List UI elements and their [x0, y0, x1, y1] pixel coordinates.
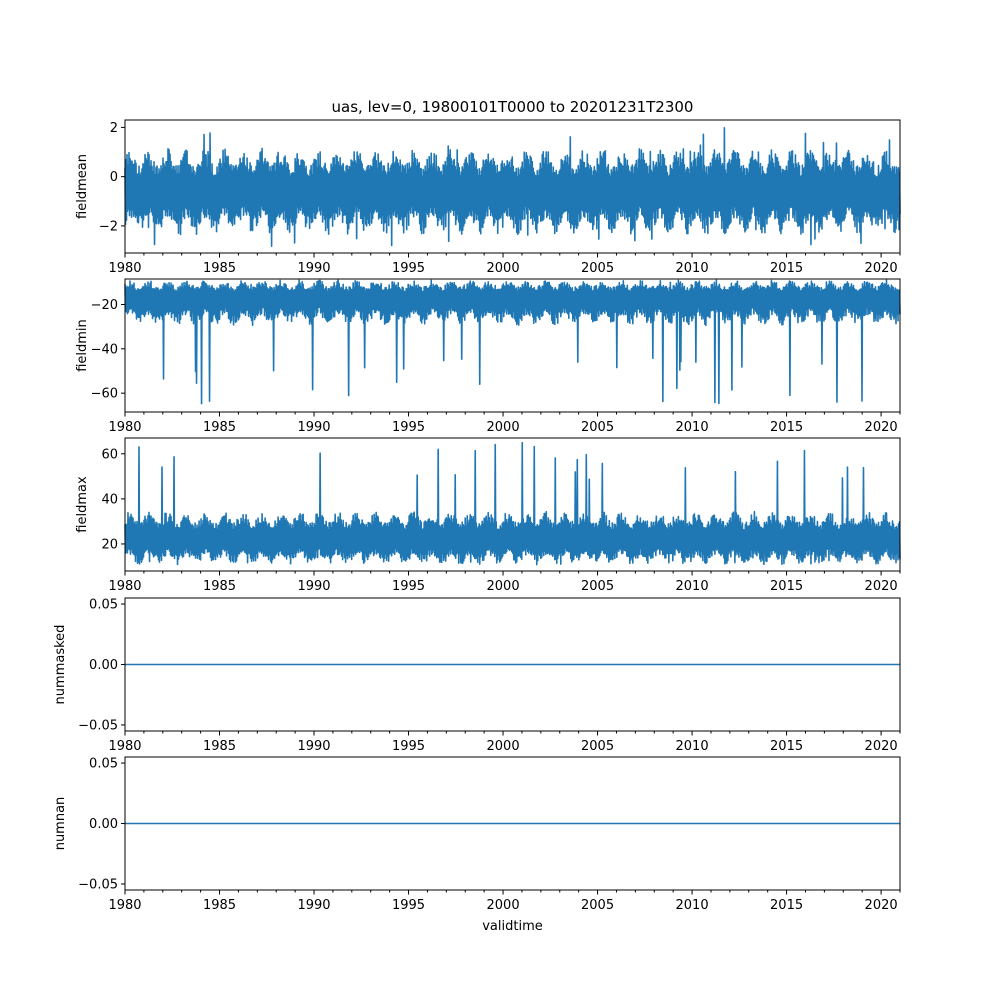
x-tick-label: 2010: [676, 579, 709, 594]
x-tick-label: 2015: [770, 420, 803, 435]
x-tick-label: 1995: [392, 420, 425, 435]
y-tick-label: −2: [99, 219, 118, 234]
axes-frame-fieldmax: [124, 437, 901, 572]
x-tick-label: 1980: [108, 898, 141, 913]
x-tick-label: 1985: [203, 420, 236, 435]
y-tick-label: −40: [91, 342, 118, 357]
x-tick-label: 1995: [392, 739, 425, 754]
x-tick-label: 2020: [865, 898, 898, 913]
x-tick-label: 2000: [487, 579, 520, 594]
x-tick-label: 1985: [203, 739, 236, 754]
x-tick-label: 1990: [297, 261, 330, 276]
y-tick-label: 60: [101, 447, 118, 462]
y-axis-label: fieldmax: [75, 476, 90, 533]
x-tick-label: 1990: [297, 898, 330, 913]
x-tick-label: 2020: [865, 420, 898, 435]
chart-title: uas, lev=0, 19800101T0000 to 20201231T23…: [332, 98, 694, 116]
x-tick-label: 2000: [487, 898, 520, 913]
x-tick-label: 1985: [203, 261, 236, 276]
y-tick-label: 0.05: [89, 598, 118, 613]
x-axis-label: validtime: [482, 919, 543, 934]
series-fieldmax: [124, 441, 901, 566]
x-tick-label: 2020: [865, 739, 898, 754]
y-tick-label: 0: [110, 170, 118, 185]
y-tick-label: 40: [101, 492, 118, 507]
panel-fieldmean: 2 0 −2 fieldmean 1980 1985 1990 1995 2000 2005 201…: [75, 119, 901, 276]
x-tick-label: 2015: [770, 739, 803, 754]
x-tick-label: 2015: [770, 898, 803, 913]
x-tick-label: 2010: [676, 420, 709, 435]
x-tick-label: 2015: [770, 261, 803, 276]
series-fieldmin: [124, 279, 901, 405]
x-tick-label: 2005: [581, 420, 614, 435]
y-axis-label: numnan: [53, 797, 68, 851]
x-tick-label: 1980: [108, 739, 141, 754]
x-tick-label: 1995: [392, 579, 425, 594]
y-tick-label: −0.05: [78, 877, 118, 892]
y-tick-label: 0.00: [89, 658, 118, 673]
x-tick-label: 1990: [297, 420, 330, 435]
x-tick-label: 2020: [865, 261, 898, 276]
x-tick-label: 1980: [108, 261, 141, 276]
y-tick-label: −20: [91, 298, 118, 313]
x-tick-label: 2000: [487, 739, 520, 754]
x-tick-label: 2005: [581, 261, 614, 276]
x-tick-label: 2010: [676, 898, 709, 913]
panel-nummasked: 0.05 0.00 −0.05 nummasked 1980 1985 1990 1995 20…: [53, 597, 901, 754]
x-tick-label: 2000: [487, 420, 520, 435]
y-tick-label: −0.05: [78, 718, 118, 733]
y-tick-label: 2: [110, 121, 118, 136]
series-fieldmean: [124, 127, 901, 247]
y-axis-label: fieldmin: [75, 319, 90, 372]
y-tick-label: −60: [91, 387, 118, 402]
axes-frame-fieldmean: [124, 119, 901, 254]
x-tick-label: 2010: [676, 261, 709, 276]
x-tick-label: 1995: [392, 898, 425, 913]
y-tick-label: 20: [101, 537, 118, 552]
x-tick-label: 1995: [392, 261, 425, 276]
x-tick-label: 1985: [203, 579, 236, 594]
x-tick-label: 1990: [297, 739, 330, 754]
x-tick-label: 2010: [676, 739, 709, 754]
x-tick-label: 2020: [865, 579, 898, 594]
panel-numnan: 0.05 0.00 −0.05 numnan 1980 1985 1990 1995 2000 2…: [53, 756, 901, 913]
x-tick-label: 2005: [581, 739, 614, 754]
y-axis-label: fieldmean: [75, 154, 90, 219]
x-tick-label: 1990: [297, 579, 330, 594]
x-tick-label: 2005: [581, 579, 614, 594]
x-tick-label: 2005: [581, 898, 614, 913]
panel-fieldmax: 20 40 60 fieldmax 1980 1985 1990 1995 2000 2005 20…: [75, 437, 901, 594]
y-axis-label: nummasked: [53, 625, 68, 705]
y-tick-label: 0.05: [89, 757, 118, 772]
x-tick-label: 2000: [487, 261, 520, 276]
axes-frame-fieldmin: [124, 278, 901, 413]
x-tick-label: 1980: [108, 420, 141, 435]
x-tick-label: 1980: [108, 579, 141, 594]
y-tick-label: 0.00: [89, 817, 118, 832]
x-tick-label: 2015: [770, 579, 803, 594]
x-tick-label: 1985: [203, 898, 236, 913]
